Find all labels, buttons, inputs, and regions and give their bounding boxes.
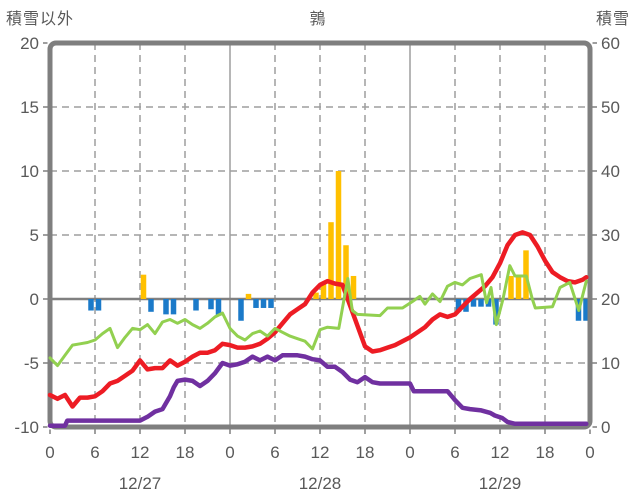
blue-bars: [88, 299, 94, 311]
yellow-bars: [320, 283, 327, 299]
blue-bars: [493, 299, 499, 325]
right-axis-tick-label: 40: [601, 162, 620, 181]
left-axis-tick-label: 0: [30, 290, 39, 309]
left-axis-tick-label: 10: [20, 162, 39, 181]
blue-bars: [478, 299, 484, 307]
blue-bars: [260, 299, 267, 308]
hour-tick-label: 0: [585, 443, 594, 462]
plot-border: [47, 40, 593, 430]
blue-bars: [95, 299, 102, 311]
hour-tick-label: 0: [225, 443, 234, 462]
blue-bars: [215, 299, 222, 316]
hour-tick-label: 12: [311, 443, 330, 462]
red-line: [47, 230, 589, 409]
right-axis-tick-label: 0: [601, 418, 610, 437]
right-axis-tick-label: 30: [601, 226, 620, 245]
blue-bars: [163, 299, 169, 315]
date-label: 12/27: [119, 474, 162, 493]
blue-bars: [470, 299, 477, 307]
yellow-bars: [328, 222, 334, 299]
hour-tick-label: 18: [356, 443, 375, 462]
blue-bars: [583, 299, 589, 321]
left-axis-tick-label: 20: [20, 34, 39, 53]
hour-tick-label: 6: [450, 443, 459, 462]
blue-bars: [193, 299, 199, 311]
blue-bars: [238, 299, 244, 321]
purple-line: [47, 353, 589, 428]
yellow-bars: [140, 274, 147, 299]
yellow-bars: [515, 275, 522, 299]
right-axis-title: 積雪: [595, 11, 630, 28]
right-axis-tick-label: 20: [601, 290, 620, 309]
hour-tick-label: 0: [405, 443, 414, 462]
blue-bars: [485, 299, 492, 307]
left-axis-tick-label: 5: [30, 226, 39, 245]
hour-tick-label: 6: [270, 443, 279, 462]
blue-bars: [268, 299, 274, 308]
left-axis-title: 積雪以外: [6, 11, 75, 28]
right-axis-tick-label: 10: [601, 354, 620, 373]
green-line: [48, 264, 588, 368]
date-label: 12/29: [479, 474, 522, 493]
blue-bars: [208, 299, 214, 310]
yellow-bars: [313, 292, 319, 299]
right-axis-tick-label: 50: [601, 98, 620, 117]
yellow-bars: [245, 293, 252, 299]
yellow-bars: [508, 275, 514, 299]
left-axis-tick-label: -5: [24, 354, 39, 373]
blue-bars: [253, 299, 259, 308]
hour-tick-label: 18: [536, 443, 555, 462]
yellow-bars: [350, 275, 357, 299]
blue-bars: [148, 299, 154, 312]
station-title: 鶉: [309, 11, 327, 28]
hour-tick-label: 0: [45, 443, 54, 462]
blue-bars: [455, 299, 462, 312]
left-axis-tick-label: -10: [14, 418, 39, 437]
left-axis-tick-label: 15: [20, 98, 39, 117]
hour-tick-label: 6: [90, 443, 99, 462]
hour-tick-label: 12: [491, 443, 510, 462]
hour-tick-label: 18: [176, 443, 195, 462]
yellow-bars: [343, 245, 349, 299]
hour-tick-label: 12: [131, 443, 150, 462]
yellow-bars: [335, 171, 342, 299]
blue-bars: [170, 299, 177, 315]
right-axis-tick-label: 60: [601, 34, 620, 53]
date-label: 12/28: [299, 474, 342, 493]
